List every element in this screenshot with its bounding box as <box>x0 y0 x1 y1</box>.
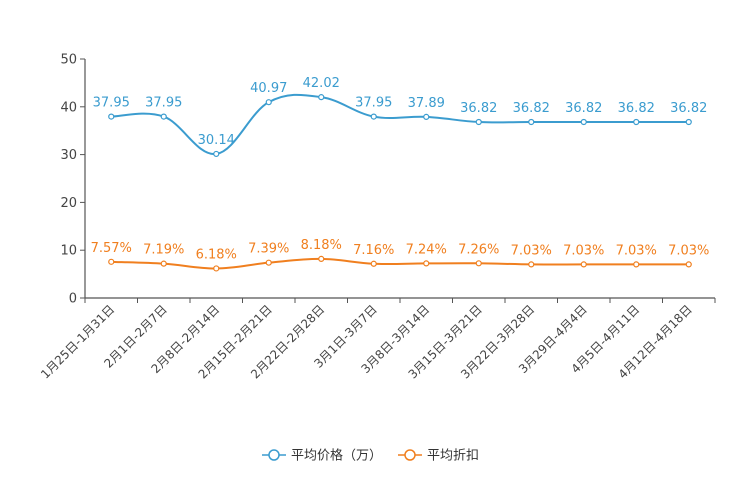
data-point <box>265 259 272 266</box>
data-point <box>213 265 220 272</box>
data-point <box>160 260 167 267</box>
data-label: 36.82 <box>670 101 707 116</box>
data-label: 37.95 <box>93 96 130 111</box>
data-label: 36.82 <box>565 101 602 116</box>
x-tick-label: 1月25日-1月31日 <box>38 302 117 381</box>
x-axis: 1月25日-1月31日2月1日-2月7日2月8日-2月14日2月15日-2月21… <box>38 297 716 382</box>
series-1: 37.95 37.95 30.14 40.97 42.02 37.95 37.89 36.82… <box>93 76 707 158</box>
data-point <box>370 260 377 267</box>
legend: 平均价格（万） 平均折扣 <box>262 448 479 464</box>
legend-label: 平均价格（万） <box>291 448 382 464</box>
data-point <box>580 261 587 268</box>
data-point <box>108 258 115 265</box>
series-layer: 37.95 37.95 30.14 40.97 42.02 37.95 37.89 36.82… <box>91 76 709 272</box>
data-point <box>528 261 535 268</box>
series-2: 7.57% 7.19% 6.18% 7.39% 8.18% 7.16% 7.24% 7.26%… <box>91 238 709 272</box>
data-point <box>318 94 325 101</box>
data-point <box>633 118 640 126</box>
data-label: 30.14 <box>198 133 235 148</box>
legend-circle-icon <box>404 449 416 461</box>
data-point <box>370 113 377 120</box>
y-tick-label: 10 <box>60 244 77 259</box>
y-axis: 0 10 20 30 40 50 <box>60 53 86 307</box>
data-point <box>580 118 587 126</box>
data-label: 36.82 <box>460 101 497 116</box>
data-point <box>213 150 220 158</box>
data-label: 7.26% <box>458 242 499 257</box>
data-label: 7.16% <box>353 243 394 258</box>
y-tick-label: 40 <box>60 100 77 115</box>
y-tick-label: 20 <box>60 196 77 211</box>
data-label: 36.82 <box>513 101 550 116</box>
data-label: 36.82 <box>618 101 655 116</box>
data-label: 7.19% <box>143 243 184 258</box>
data-label: 37.95 <box>145 96 182 111</box>
legend-item-1[interactable]: 平均价格（万） <box>262 448 382 464</box>
data-label: 7.24% <box>406 242 447 257</box>
data-point <box>685 118 692 126</box>
data-label: 8.18% <box>301 238 342 253</box>
data-label: 7.03% <box>668 243 709 258</box>
legend-item-2[interactable]: 平均折扣 <box>398 449 479 464</box>
data-point <box>318 255 325 262</box>
data-label: 37.89 <box>408 96 445 111</box>
data-label: 42.02 <box>303 76 340 91</box>
data-point <box>475 118 482 126</box>
legend-circle-icon <box>268 449 280 461</box>
data-point <box>160 113 167 120</box>
data-label: 7.39% <box>248 242 289 257</box>
data-label: 7.03% <box>563 243 604 258</box>
data-label: 6.18% <box>196 247 237 262</box>
data-point <box>528 118 535 126</box>
legend-label: 平均折扣 <box>427 449 479 464</box>
data-point <box>423 113 430 120</box>
data-point <box>475 260 482 267</box>
data-point <box>685 261 692 268</box>
y-tick-label: 50 <box>60 53 77 68</box>
data-label: 7.03% <box>616 243 657 258</box>
data-label: 37.95 <box>355 96 392 111</box>
data-label: 7.57% <box>91 241 132 256</box>
data-point <box>108 113 115 120</box>
series-line <box>111 257 689 270</box>
y-tick-label: 0 <box>69 292 77 307</box>
data-point <box>265 99 272 106</box>
y-tick-label: 30 <box>60 148 77 163</box>
data-label: 7.03% <box>511 243 552 258</box>
data-point <box>633 261 640 268</box>
data-label: 40.97 <box>250 81 287 96</box>
data-point <box>423 260 430 267</box>
